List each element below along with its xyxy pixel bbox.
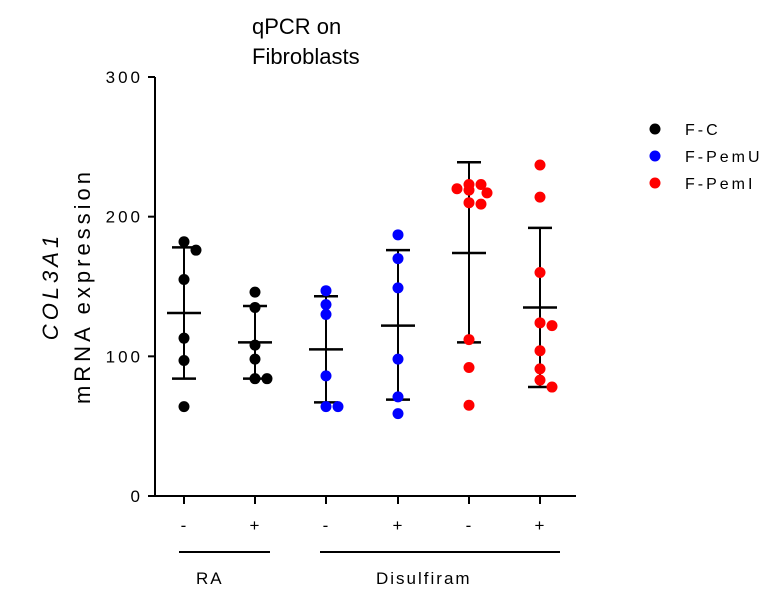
data-point (320, 285, 332, 297)
legend-marker (649, 150, 661, 162)
data-point (463, 399, 475, 411)
data-point (249, 286, 261, 298)
data-point (481, 187, 493, 199)
y-tick-label: 100 (106, 347, 143, 366)
y-axis-label-gene: COL3A1 (38, 232, 63, 340)
error-bar (381, 248, 415, 401)
x-tick-label: - (181, 516, 190, 535)
data-point (178, 236, 190, 248)
data-point (320, 299, 332, 311)
data-point (463, 334, 475, 346)
data-point (392, 229, 404, 241)
data-point (320, 308, 332, 320)
axes: 0 100 200 300 - + - + - + RA Disulfiram (106, 68, 576, 588)
data-point (392, 408, 404, 420)
x-tick-label: + (535, 516, 548, 535)
legend-label: F-C (685, 122, 721, 139)
data-point (534, 317, 546, 329)
data-point (463, 197, 475, 209)
y-axis-label: COL3A1 mRNA expression (38, 168, 95, 404)
data-point (392, 282, 404, 294)
data-point (392, 391, 404, 403)
data-point (534, 159, 546, 171)
data-point (261, 373, 273, 385)
group-label: Disulfiram (376, 569, 472, 588)
data-point (178, 355, 190, 367)
data-point (463, 184, 475, 196)
x-tick-label: - (323, 516, 332, 535)
chart-title-line-1: qPCR on (252, 14, 341, 39)
error-bars (167, 160, 557, 404)
data-point (534, 345, 546, 357)
data-point (249, 373, 261, 385)
data-point (178, 332, 190, 344)
data-point (178, 274, 190, 286)
legend-label: F-PemU (685, 149, 763, 166)
data-point (475, 179, 487, 191)
y-tick-label: 200 (106, 208, 143, 227)
legend-marker (649, 123, 661, 135)
data-point (534, 363, 546, 375)
legend-marker (649, 177, 661, 189)
data-point (249, 339, 261, 351)
x-tick-label: - (466, 516, 475, 535)
data-point (546, 381, 558, 393)
data-point (320, 401, 332, 413)
data-point (475, 198, 487, 210)
x-tick-label: + (250, 516, 263, 535)
chart-title-line-2: Fibroblasts (252, 44, 360, 69)
y-tick-label: 300 (106, 68, 143, 87)
x-tick-label: + (393, 516, 406, 535)
data-point (534, 267, 546, 279)
error-bar (523, 226, 557, 389)
data-point (320, 370, 332, 382)
data-point (190, 244, 202, 256)
legend: F-C F-PemU F-PemI (649, 122, 763, 193)
data-point (249, 301, 261, 313)
data-point (178, 401, 190, 413)
data-point (534, 374, 546, 386)
group-label: RA (196, 569, 224, 588)
data-point (546, 320, 558, 332)
data-point (392, 353, 404, 365)
y-axis-label-text: mRNA expression (70, 168, 95, 404)
data-points (178, 159, 558, 420)
data-point (451, 183, 463, 195)
data-point (332, 401, 344, 413)
legend-label: F-PemI (685, 176, 755, 193)
data-point (249, 353, 261, 365)
y-tick-label: 0 (131, 487, 143, 506)
data-point (534, 191, 546, 203)
data-point (392, 253, 404, 265)
data-point (463, 362, 475, 374)
